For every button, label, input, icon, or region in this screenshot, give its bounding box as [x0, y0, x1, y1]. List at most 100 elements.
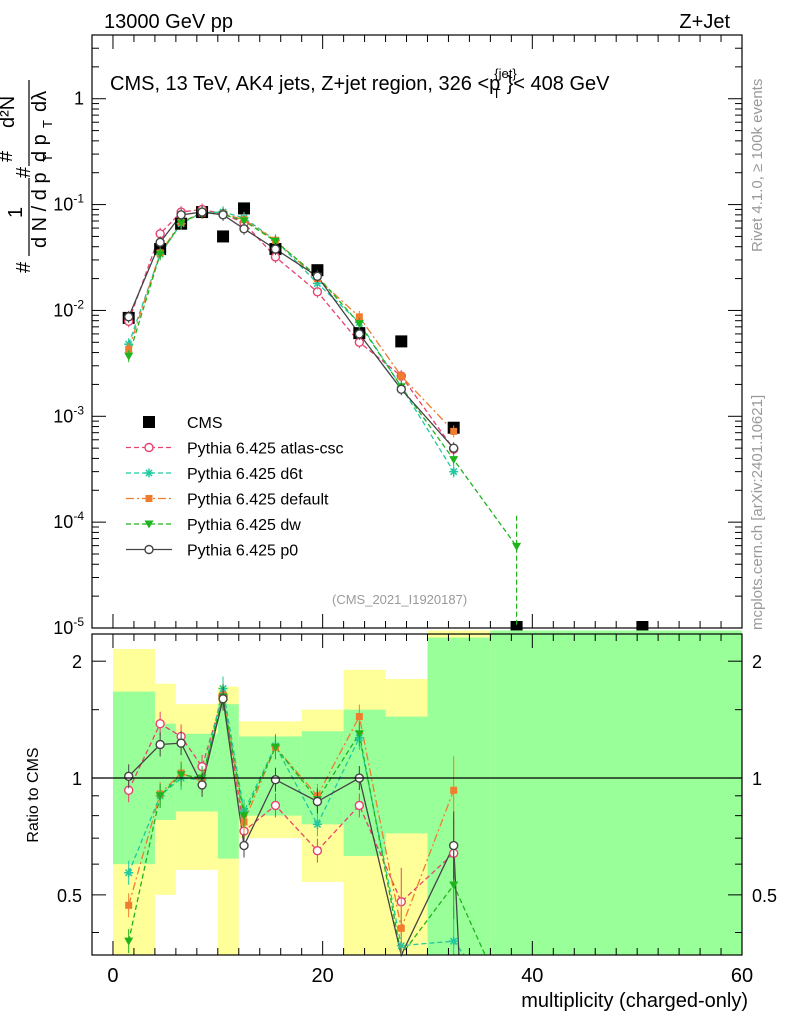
x-tick-label: 20: [312, 965, 334, 987]
data-point-dw: [449, 456, 459, 465]
x-axis-label: multiplicity (charged-only): [521, 990, 748, 1012]
data-point-p0: [239, 224, 249, 234]
ratio-point-p0: [448, 840, 459, 851]
legend-marker-atlas-csc: [144, 442, 154, 453]
data-point-CMS: [217, 230, 230, 243]
data-point-p0: [396, 384, 406, 394]
ratio-point-atlas-csc: [155, 719, 165, 729]
ratio-point-dw: [239, 812, 249, 821]
svg-text:T: T: [40, 154, 55, 162]
ratio-y-tick-label-right: 1: [752, 769, 762, 789]
ratio-point-default: [397, 924, 405, 932]
ratio-line-d6t: [128, 688, 465, 956]
ratio-point-d6t: [124, 868, 134, 878]
svg-text:1: 1: [5, 207, 27, 218]
svg-text:#: #: [0, 150, 17, 162]
ratio-point-dw: [155, 792, 165, 801]
series-line-p0: [128, 211, 455, 449]
ratio-point-p0: [176, 738, 186, 748]
ratio-point-p0: [197, 780, 207, 790]
analysis-id-label: (CMS_2021_I1920187): [332, 592, 467, 607]
data-point-p0: [218, 210, 228, 220]
ratio-point-dw: [354, 730, 364, 739]
data-point-p0: [354, 329, 365, 339]
legend-item-atlas-csc: Pythia 6.425 atlas-csc: [126, 441, 344, 458]
main-panel-series: [122, 202, 649, 633]
mcplots-label: mcplots.cern.ch [arXiv:2401.10621]: [749, 395, 766, 630]
legend-marker-default: [145, 495, 153, 502]
ratio-panel-axes: 0.5 0.51 12 20 20 40 60: [57, 633, 777, 987]
ratio-line-dw: [128, 696, 486, 957]
legend-label: Pythia 6.425 d6t: [187, 466, 303, 483]
data-point-p0: [312, 271, 323, 282]
ratio-point-p0: [312, 796, 323, 807]
band-green: [490, 630, 742, 955]
band-green: [217, 704, 239, 859]
band-green: [385, 716, 428, 834]
y-tick-label: 10-4: [53, 509, 84, 532]
data-point-CMS: [395, 335, 408, 348]
ratio-y-tick-label: 1: [72, 769, 82, 789]
data-point-p0: [197, 207, 207, 217]
plot-title: CMS, 13 TeV, AK4 jets, Z+jet region, 326…: [110, 66, 610, 101]
x-tick-label: 60: [731, 965, 753, 987]
ratio-point-dw: [176, 771, 186, 780]
y-tick-label: 1: [74, 89, 84, 109]
data-point-dw: [270, 237, 280, 246]
data-point-dw: [155, 250, 165, 259]
ratio-point-d6t: [449, 936, 459, 946]
legend-marker-dw: [144, 520, 154, 529]
data-point-dw: [354, 320, 364, 329]
svg-text:d N / d p: d N / d p: [29, 172, 51, 248]
ratio-point-atlas-csc: [270, 800, 281, 811]
data-point-default: [397, 372, 405, 380]
ratio-point-d6t: [312, 819, 322, 829]
ratio-point-atlas-csc: [312, 845, 323, 856]
svg-text:T: T: [40, 120, 55, 128]
data-point-dw: [124, 352, 134, 361]
y-tick-label: 10-3: [53, 403, 84, 426]
ratio-point-p0: [239, 840, 249, 851]
svg-text:#: #: [13, 261, 35, 273]
ratio-y-axis-label: Ratio to CMS: [25, 747, 42, 842]
legend-marker-CMS: [143, 416, 155, 428]
data-point-dw: [512, 542, 522, 551]
ratio-point-p0: [123, 771, 134, 782]
data-point-p0: [448, 443, 459, 453]
rivet-version-label: Rivet 4.1.0, ≥ 100k events: [749, 79, 766, 252]
legend-item-dw: Pythia 6.425 dw: [126, 517, 301, 534]
data-point-p0: [176, 210, 186, 220]
ratio-point-atlas-csc: [354, 800, 365, 811]
data-point-CMS: [238, 202, 251, 215]
legend-item-p0: Pythia 6.425 p0: [126, 543, 298, 560]
band-green: [427, 637, 491, 955]
data-point-default: [355, 313, 363, 321]
legend-label: Pythia 6.425 dw: [187, 517, 301, 534]
ratio-point-default: [355, 713, 363, 721]
ratio-point-dw: [124, 937, 134, 946]
legend-label: Pythia 6.425 atlas-csc: [187, 441, 344, 458]
x-tick-label: 40: [521, 965, 543, 987]
data-point-CMS: [636, 621, 649, 633]
svg-text:#: #: [13, 166, 35, 178]
ratio-y-tick-label-right: 0.5: [752, 886, 777, 906]
ratio-point-dw: [270, 743, 280, 752]
ratio-point-default: [125, 901, 133, 909]
main-panel-frame: [91, 34, 743, 629]
ratio-panel-frame: [91, 633, 743, 956]
y-tick-label: 10-5: [53, 615, 84, 638]
data-point-dw: [176, 219, 186, 228]
svg-text:d²N: d²N: [0, 96, 19, 128]
data-point-CMS: [510, 621, 523, 633]
data-point-p0: [155, 237, 165, 248]
data-point-default: [450, 427, 458, 435]
legend-marker-p0: [144, 544, 154, 555]
series-line-default: [128, 212, 455, 432]
data-point-p0: [123, 312, 134, 322]
ratio-y-tick-label-right: 2: [752, 652, 762, 672]
data-point-p0: [270, 244, 281, 254]
y-tick-label: 10-1: [53, 192, 84, 215]
data-point-default: [125, 345, 133, 353]
legend-label: Pythia 6.425 p0: [187, 543, 298, 560]
